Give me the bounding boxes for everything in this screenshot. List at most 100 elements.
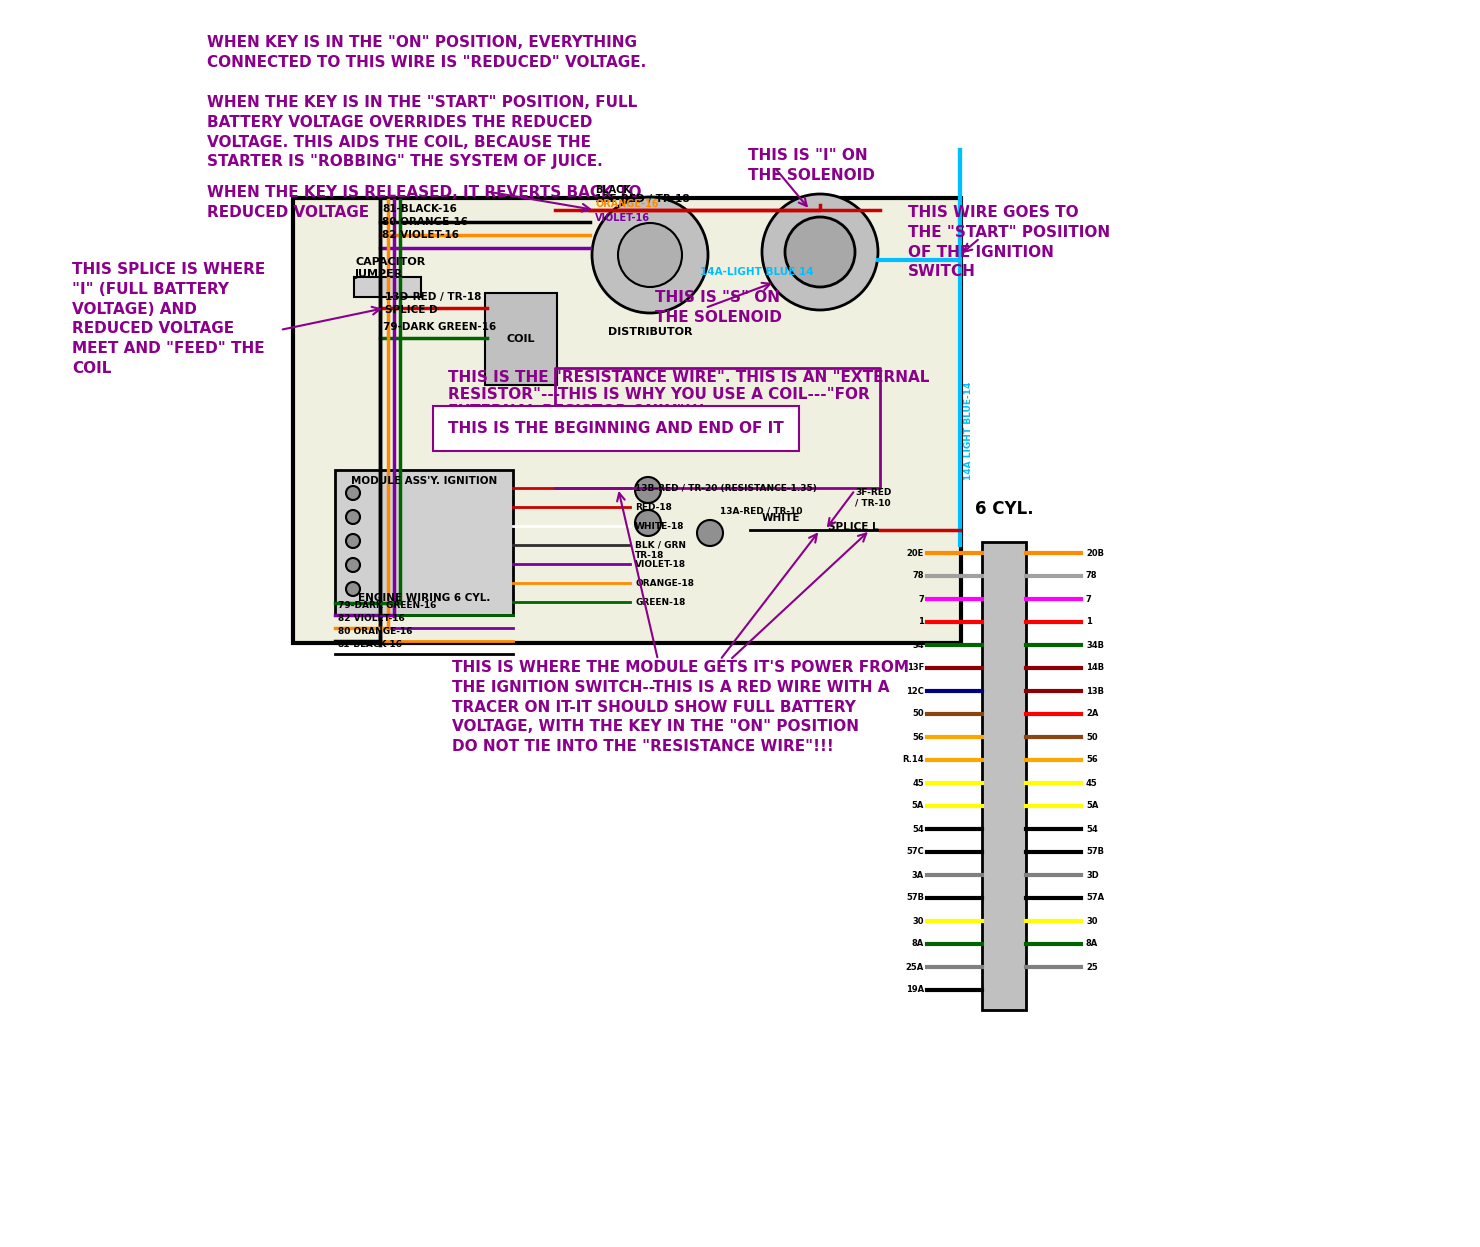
Text: 5A: 5A	[912, 802, 924, 811]
Circle shape	[697, 520, 724, 546]
Text: 78: 78	[913, 571, 924, 581]
Circle shape	[592, 197, 707, 313]
Text: BLACK: BLACK	[595, 185, 630, 195]
Text: 79-DARK GREEN-16: 79-DARK GREEN-16	[383, 322, 496, 332]
Text: 80 ORANGE-16: 80 ORANGE-16	[382, 217, 468, 227]
Text: 79-DARK GREEN-16: 79-DARK GREEN-16	[337, 601, 437, 610]
Text: 12C: 12C	[906, 687, 924, 696]
Text: DISTRIBUTOR: DISTRIBUTOR	[608, 327, 693, 337]
Text: VIOLET-18: VIOLET-18	[635, 560, 687, 569]
Circle shape	[762, 195, 878, 311]
Text: 50: 50	[912, 710, 924, 718]
Text: 57B: 57B	[1086, 848, 1104, 857]
Text: 13B: 13B	[1086, 687, 1104, 696]
Bar	[334, 470, 514, 615]
Text: 57C: 57C	[906, 848, 924, 857]
Text: 30: 30	[913, 917, 924, 925]
Text: 30: 30	[1086, 917, 1098, 925]
Text: ENGINE WIRING 6 CYL.: ENGINE WIRING 6 CYL.	[358, 594, 490, 604]
Text: 82 VIOLET-16: 82 VIOLET-16	[382, 229, 459, 239]
Text: 78: 78	[1086, 571, 1098, 581]
Text: 14A-LIGHT BLUE 14: 14A-LIGHT BLUE 14	[700, 267, 814, 277]
Text: THIS IS THE BEGINNING AND END OF IT: THIS IS THE BEGINNING AND END OF IT	[448, 421, 784, 436]
Text: GREEN-18: GREEN-18	[635, 599, 685, 607]
Text: 7: 7	[918, 595, 924, 604]
Text: 14B: 14B	[1086, 663, 1104, 672]
Text: 20E: 20E	[907, 549, 924, 557]
Text: BLK / GRN
TR-18: BLK / GRN TR-18	[635, 541, 687, 560]
Text: 57B: 57B	[906, 894, 924, 903]
Text: 56: 56	[1086, 756, 1098, 764]
Text: 13E-RED / TR-18: 13E-RED / TR-18	[595, 195, 690, 205]
Circle shape	[619, 223, 682, 287]
Text: 80 ORANGE-16: 80 ORANGE-16	[337, 627, 413, 636]
Text: THIS IS "I" ON
THE SOLENOID: THIS IS "I" ON THE SOLENOID	[747, 148, 875, 183]
Text: 34B: 34B	[1086, 641, 1104, 650]
Circle shape	[346, 510, 360, 524]
Circle shape	[346, 582, 360, 596]
Text: ORANGE-18: ORANGE-18	[635, 579, 694, 589]
Text: 54: 54	[912, 824, 924, 833]
Text: 50: 50	[1086, 732, 1098, 742]
Text: 57A: 57A	[1086, 894, 1104, 903]
Text: SPLICE D: SPLICE D	[385, 306, 438, 315]
Circle shape	[635, 510, 662, 536]
Text: RESISTOR"---THIS IS WHY YOU USE A COIL---"FOR: RESISTOR"---THIS IS WHY YOU USE A COIL--…	[448, 387, 870, 402]
Text: COIL: COIL	[506, 334, 536, 344]
Circle shape	[346, 557, 360, 572]
Text: 20B: 20B	[1086, 549, 1104, 557]
Text: THIS WIRE GOES TO
THE "START" POSIITION
OF THE IGNITION
SWITCH: THIS WIRE GOES TO THE "START" POSIITION …	[909, 205, 1110, 279]
Text: 2A: 2A	[1086, 710, 1098, 718]
Text: MODULE ASS'Y. IGNITION: MODULE ASS'Y. IGNITION	[351, 476, 497, 486]
Text: 25: 25	[1086, 963, 1098, 971]
Text: 45: 45	[1086, 778, 1098, 788]
Text: 25A: 25A	[906, 963, 924, 971]
Text: 34: 34	[912, 641, 924, 650]
Text: 56: 56	[912, 732, 924, 742]
Text: 82 VIOLET-16: 82 VIOLET-16	[337, 614, 404, 624]
Text: 14A LIGHT BLUE-14: 14A LIGHT BLUE-14	[963, 382, 972, 480]
Text: CAPACITOR
JUMPER: CAPACITOR JUMPER	[355, 257, 425, 278]
Text: ORANGE-16: ORANGE-16	[595, 200, 659, 209]
Bar	[293, 198, 961, 643]
Text: THIS IS THE "RESISTANCE WIRE". THIS IS AN "EXTERNAL: THIS IS THE "RESISTANCE WIRE". THIS IS A…	[448, 370, 929, 385]
Text: WHITE: WHITE	[762, 513, 801, 522]
Circle shape	[635, 478, 662, 503]
Circle shape	[346, 534, 360, 547]
Text: 1: 1	[918, 617, 924, 626]
Text: SPLICE L: SPLICE L	[827, 522, 879, 532]
Text: WHEN THE KEY IS IN THE "START" POSITION, FULL
BATTERY VOLTAGE OVERRIDES THE REDU: WHEN THE KEY IS IN THE "START" POSITION,…	[207, 95, 638, 170]
Text: 3A: 3A	[912, 870, 924, 879]
Text: 19A: 19A	[906, 985, 924, 995]
Text: THIS IS WHERE THE MODULE GETS IT'S POWER FROM
THE IGNITION SWITCH--THIS IS A RED: THIS IS WHERE THE MODULE GETS IT'S POWER…	[451, 660, 909, 754]
Text: 13A-RED / TR-10: 13A-RED / TR-10	[719, 508, 802, 516]
Text: EXTERNAL RESISTOR ONLY"!!!: EXTERNAL RESISTOR ONLY"!!!	[448, 404, 704, 419]
Text: 13B-RED / TR-20 (RESISTANCE-1.35): 13B-RED / TR-20 (RESISTANCE-1.35)	[635, 484, 817, 493]
Circle shape	[346, 486, 360, 500]
Text: 8A: 8A	[1086, 939, 1098, 949]
Text: RED-18: RED-18	[635, 503, 672, 513]
Bar	[983, 542, 1026, 1010]
Text: 3D: 3D	[1086, 870, 1098, 879]
Text: R.14: R.14	[903, 756, 924, 764]
Circle shape	[784, 217, 855, 287]
Text: THIS IS "S" ON
THE SOLENOID: THIS IS "S" ON THE SOLENOID	[656, 291, 781, 324]
Text: THIS SPLICE IS WHERE
"I" (FULL BATTERY
VOLTAGE) AND
REDUCED VOLTAGE
MEET AND "FE: THIS SPLICE IS WHERE "I" (FULL BATTERY V…	[73, 262, 265, 377]
Text: WHEN KEY IS IN THE "ON" POSITION, EVERYTHING
CONNECTED TO THIS WIRE IS "REDUCED": WHEN KEY IS IN THE "ON" POSITION, EVERYT…	[207, 35, 647, 70]
FancyBboxPatch shape	[354, 277, 420, 297]
Text: WHITE-18: WHITE-18	[635, 522, 684, 531]
Text: 6 CYL.: 6 CYL.	[975, 500, 1033, 518]
Text: 7: 7	[1086, 595, 1092, 604]
Text: 45: 45	[912, 778, 924, 788]
Text: 1: 1	[1086, 617, 1092, 626]
Text: 8A: 8A	[912, 939, 924, 949]
Text: 54: 54	[1086, 824, 1098, 833]
FancyBboxPatch shape	[485, 293, 556, 385]
Text: 13D-RED / TR-18: 13D-RED / TR-18	[385, 292, 481, 302]
Text: 13F: 13F	[907, 663, 924, 672]
Text: WHEN THE KEY IS RELEASED, IT REVERTS BACK TO
REDUCED VOLTAGE: WHEN THE KEY IS RELEASED, IT REVERTS BAC…	[207, 185, 641, 219]
Text: 3F-RED
/ TR-10: 3F-RED / TR-10	[855, 488, 891, 508]
Text: 81-BLACK-16: 81-BLACK-16	[337, 640, 403, 648]
Text: 81-BLACK-16: 81-BLACK-16	[382, 205, 457, 214]
Text: 5A: 5A	[1086, 802, 1098, 811]
